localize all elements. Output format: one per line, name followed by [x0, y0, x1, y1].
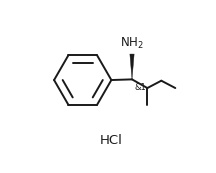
Text: &1: &1 — [134, 83, 146, 92]
Polygon shape — [130, 54, 134, 79]
Text: HCl: HCl — [99, 134, 122, 147]
Text: NH$_2$: NH$_2$ — [120, 36, 144, 51]
